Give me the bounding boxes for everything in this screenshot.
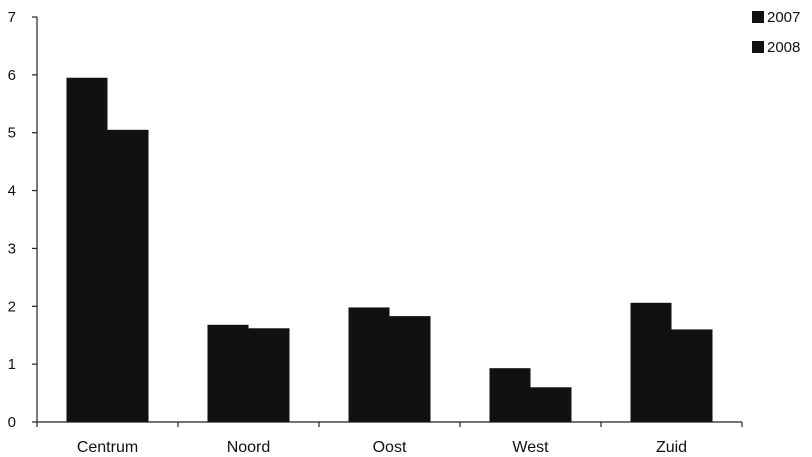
legend-swatch-2008 <box>752 41 764 53</box>
bar-2008-centrum <box>107 129 149 423</box>
x-category-label: Centrum <box>77 439 138 456</box>
x-category-label: Zuid <box>656 439 687 456</box>
bar-2008-noord <box>248 328 290 422</box>
x-category-label: Oost <box>373 439 407 456</box>
bar-2008-west <box>530 387 572 422</box>
y-tick-label: 4 <box>8 183 16 200</box>
y-tick-label: 2 <box>8 298 16 315</box>
y-tick-label: 5 <box>8 125 16 142</box>
y-tick-label: 3 <box>8 240 16 257</box>
bar-2008-oost <box>389 316 431 422</box>
y-tick-label: 1 <box>8 356 16 373</box>
y-tick-label: 7 <box>8 9 16 26</box>
x-category-label: Noord <box>227 439 271 456</box>
legend-label: 2008 <box>767 39 800 56</box>
y-tick-label: 6 <box>8 67 16 84</box>
bar-2007-noord <box>207 324 249 422</box>
bar-2007-zuid <box>630 302 672 422</box>
bar-2007-west <box>489 368 531 422</box>
bar-2007-centrum <box>66 77 108 422</box>
bar-2007-oost <box>348 307 390 422</box>
legend-label: 2007 <box>767 9 800 26</box>
y-axis: 0 1 2 3 4 5 6 7 <box>8 9 38 431</box>
bars <box>66 77 713 423</box>
x-category-label: West <box>512 439 549 456</box>
legend: 2007 2008 <box>752 9 800 56</box>
x-axis: Centrum Noord Oost West Zuid <box>36 421 743 456</box>
y-tick-label: 0 <box>8 414 16 431</box>
legend-swatch-2007 <box>752 11 764 23</box>
bar-2008-zuid <box>671 329 713 422</box>
